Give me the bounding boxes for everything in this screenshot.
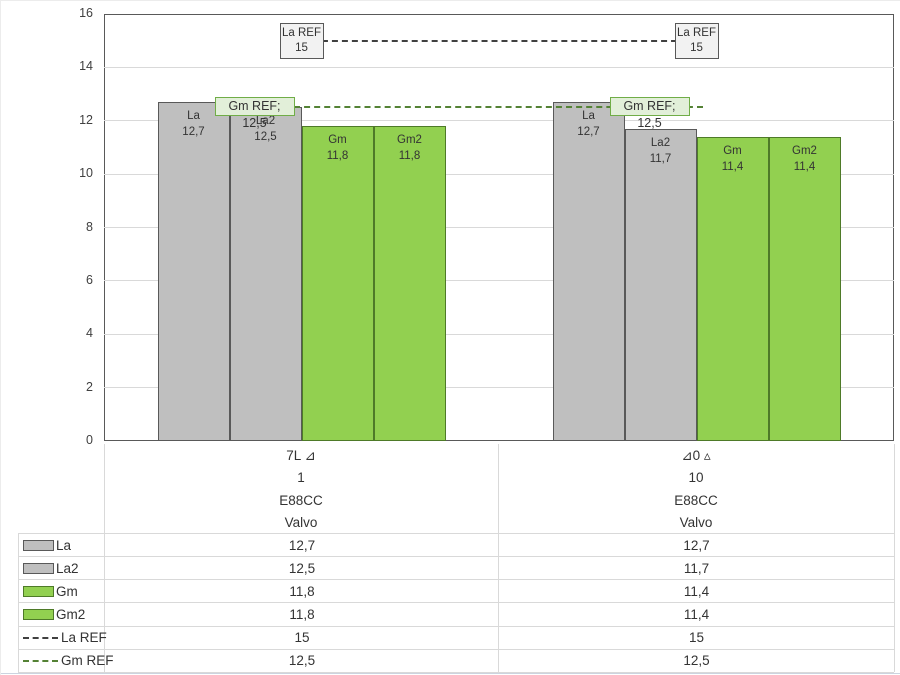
legend-key-gm: Gm [19,584,105,599]
bar-label: Gm 11,4 [721,144,744,173]
la-ref-dash-icon [23,636,58,639]
legend-label: Gm REF [61,653,114,669]
legend-key-la-ref: La REF [19,630,107,646]
legend-label: La REF [61,630,107,646]
bar-label: La 12,7 [182,110,205,139]
bar-gm2-group2: Gm2 11,4 [768,136,841,441]
header-line: Valvo [284,515,318,531]
page-bottom-border [1,673,900,674]
bar-gm-group1: Gm 11,8 [301,126,374,441]
table-row: Gm2 11,8 11,4 [19,603,894,627]
table-cell: 15 [294,630,310,646]
legend-key-la2: La2 [19,561,105,576]
gm2-series-swatch [23,609,54,621]
gm-ref-label-group1: Gm REF; 12,5 [214,97,295,130]
gridline [104,387,894,389]
gridline [104,227,894,228]
table-cell: 15 [688,630,705,646]
y-axis-tick-label: 8 [86,219,93,234]
gridline [104,280,894,282]
header-line: 7L ⊿ [286,448,316,463]
y-axis-tick-label: 2 [86,379,93,394]
gridline [104,333,894,335]
table-divider [104,444,105,672]
legend-label: La [56,537,72,553]
bar-label: La 12,7 [577,110,600,139]
table-cell: 11,7 [683,560,710,576]
table-cell: 11,8 [289,607,315,623]
gm-series-swatch [23,585,54,597]
bar-label: La2 12,5 [254,115,277,144]
bar-la2-group1: La2 12,5 [229,107,302,441]
bar-gm-group2: Gm 11,4 [696,136,769,441]
header-line: E88CC [279,492,323,508]
header-line: E88CC [674,492,718,508]
la-series-swatch [23,539,54,551]
y-axis-tick-label: 16 [79,6,93,20]
bar-label: Gm2 11,4 [792,144,817,173]
bar-label: La2 11,7 [649,136,672,165]
legend-label: La2 [56,560,79,576]
gm-ref-label-group2: Gm REF; 12,5 [609,97,690,130]
table-cell: 11,4 [683,607,710,623]
table-cell: 12,5 [288,560,316,576]
gridline [104,120,894,122]
y-axis-tick-label: 0 [86,433,93,447]
table-row: La REF 15 15 [19,627,894,650]
header-line: 10 [688,470,704,486]
table-cell: 12,5 [683,653,710,669]
table-cell: 11,8 [289,583,315,599]
table-divider [894,444,895,672]
legend-key-la: La [19,538,105,553]
data-table: La 12,7 12,7 La2 12,5 11,7 Gm 11,8 11,4 … [18,533,894,673]
table-cell: 12,7 [683,537,710,553]
table-row: Gm REF 12,5 12,5 [19,650,894,673]
legend-label: Gm2 [56,607,86,623]
legend-key-gm-ref: Gm REF [19,653,114,668]
bar-label: Gm2 11,8 [397,134,422,163]
la2-series-swatch [23,562,54,574]
table-header-col-2: ⊿0 ▵ 10 E88CC Valvo [498,445,894,535]
table-divider [498,444,499,672]
y-axis-tick-label: 6 [86,272,93,287]
y-axis-tick-label: 4 [86,326,93,341]
gridline [104,173,894,175]
y-axis-tick-label: 10 [79,166,93,181]
gridline [104,66,894,68]
table-cell: 12,5 [288,653,316,669]
header-line: 1 [297,470,305,486]
header-line: Valvo [679,515,713,531]
legend-key-gm2: Gm2 [19,607,105,622]
y-axis-tick-label: 14 [79,59,93,74]
la-ref-label-group1: La REF 15 [279,22,324,59]
bar-label: Gm 11,8 [326,134,349,163]
table-row: Gm 11,8 11,4 [19,580,894,604]
bar-la-group2: La 12,7 [552,102,625,441]
la-ref-line [301,39,697,42]
bar-la-group1: La 12,7 [157,102,230,441]
legend-label: Gm [56,583,78,599]
table-cell: 11,4 [683,583,710,599]
table-cell: 12,7 [288,537,316,553]
y-axis-tick-label: 12 [79,112,93,127]
gm-ref-line [293,106,703,109]
bar-gm2-group1: Gm2 11,8 [373,126,446,441]
table-header-col-1: 7L ⊿ 1 E88CC Valvo [104,445,498,535]
la-ref-label-group2: La REF 15 [674,22,719,59]
table-row: La2 12,5 11,7 [19,557,894,581]
table-row: La 12,7 12,7 [19,534,894,558]
bar-la2-group2: La2 11,7 [624,128,697,441]
gm-ref-dash-icon [23,659,58,662]
header-line: ⊿0 ▵ [681,448,711,463]
